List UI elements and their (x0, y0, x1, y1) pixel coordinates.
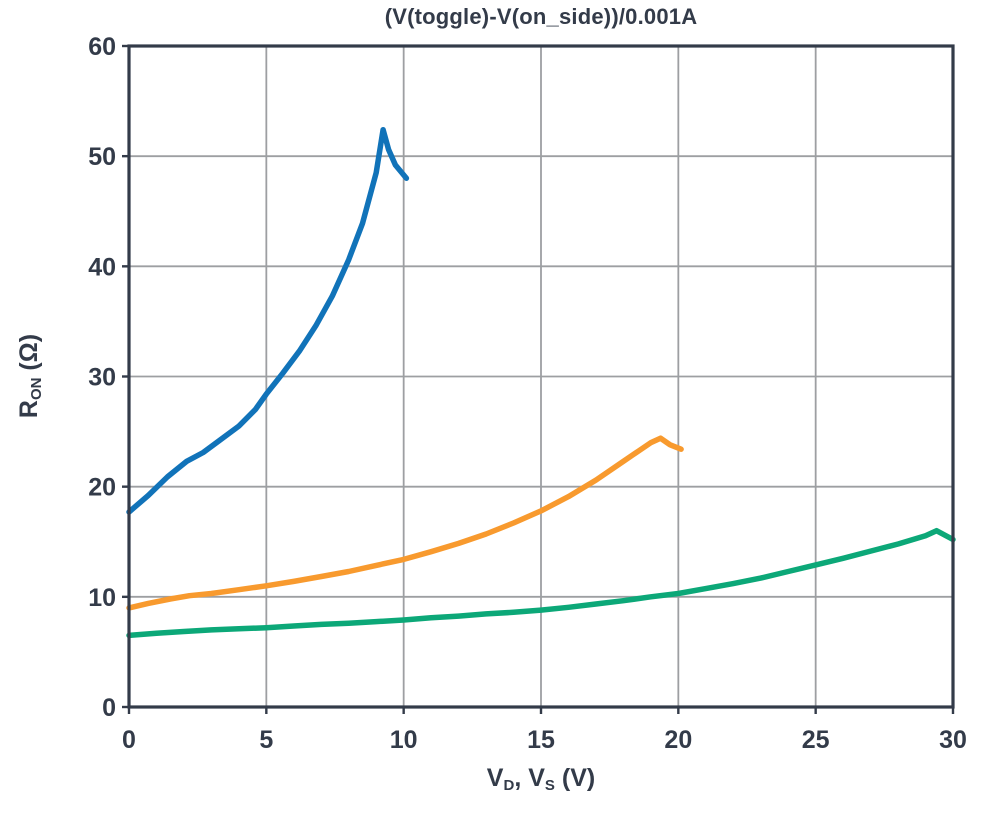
axis-label-text: V (486, 764, 504, 792)
axis-label-subscript: S (544, 777, 555, 795)
y-tick-label: 60 (88, 33, 116, 61)
series-line-blue-curve (126, 126, 410, 515)
axis-label-text: (V) (554, 764, 596, 792)
axis-label-text: , V (514, 764, 545, 792)
x-tick-label: 10 (390, 726, 418, 754)
x-tick-label: 20 (664, 726, 692, 754)
axis-label-text: (Ω) (14, 333, 43, 378)
axis-label-text: R (14, 400, 43, 419)
x-axis-label: VD, VS (V) (129, 764, 953, 794)
axis-label-subscript: ON (28, 377, 46, 401)
x-tick-label: 25 (802, 726, 830, 754)
chart-title: (V(toggle)-V(on_side))/0.001A (384, 4, 698, 29)
x-tick-label: 30 (939, 726, 967, 754)
x-tick-label: 5 (259, 726, 273, 754)
y-tick-label: 30 (88, 364, 116, 392)
x-tick-label: 15 (527, 726, 555, 754)
y-tick-label: 0 (102, 694, 116, 722)
series-line-orange-curve (126, 435, 684, 611)
y-tick-label: 50 (88, 143, 116, 171)
y-tick-label: 20 (88, 474, 116, 502)
axis-label-subscript: D (503, 777, 515, 795)
y-tick-label: 10 (88, 584, 116, 612)
x-tick-label: 0 (122, 726, 136, 754)
y-axis-label: RON (Ω) (15, 334, 45, 418)
y-tick-label: 40 (88, 253, 116, 281)
series-line-green-curve (126, 527, 956, 639)
